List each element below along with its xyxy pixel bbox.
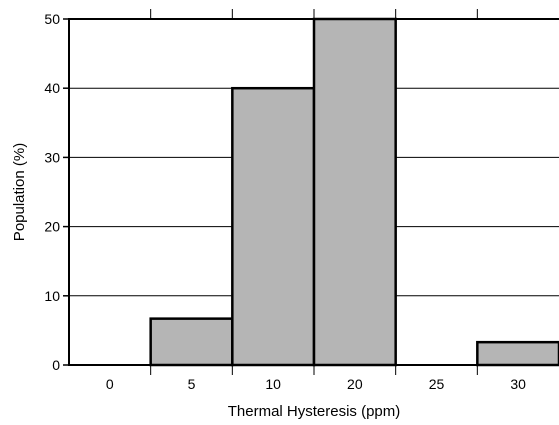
- x-tick-label: 5: [188, 376, 196, 392]
- bar: [149, 317, 234, 367]
- x-axis-title: Thermal Hysteresis (ppm): [228, 403, 401, 420]
- y-tick-labels: 0 10 20 30 40 50: [44, 11, 60, 373]
- y-tick-label: 50: [44, 11, 60, 27]
- y-tick-label: 40: [44, 80, 60, 96]
- bars: [149, 17, 559, 367]
- bar: [476, 340, 559, 367]
- x-tick-label: 30: [510, 376, 526, 392]
- y-axis-ticks: [63, 18, 69, 366]
- y-axis-title: Population (%): [11, 143, 28, 241]
- x-tick-label: 0: [106, 376, 114, 392]
- x-tick-label: 10: [265, 376, 281, 392]
- y-tick-label: 0: [52, 357, 60, 373]
- y-tick-label: 10: [44, 288, 60, 304]
- bar: [312, 17, 397, 367]
- x-axis-ticks: [150, 9, 478, 375]
- y-tick-label: 30: [44, 149, 60, 165]
- x-tick-label: 25: [429, 376, 445, 392]
- y-tick-label: 20: [44, 219, 60, 235]
- x-tick-label: 20: [347, 376, 363, 392]
- plot-frame: [68, 18, 559, 366]
- bar: [231, 86, 316, 367]
- x-tick-labels: 0 5 10 20 25 30: [106, 376, 526, 392]
